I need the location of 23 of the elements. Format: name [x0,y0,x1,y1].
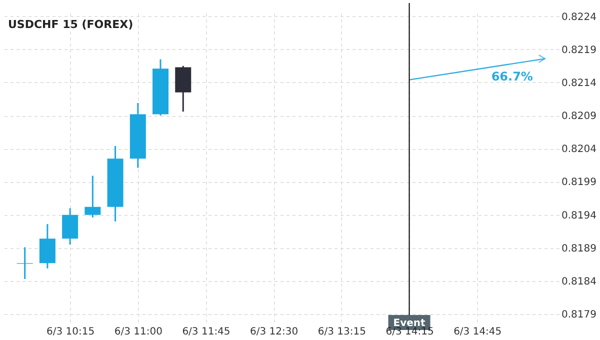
x-tick-label: 6/3 14:45 [454,326,502,338]
ref-line-label: Event [393,318,426,329]
y-tick-label: 0.8199 [562,177,596,188]
y-tick-label: 0.8184 [562,276,596,288]
candlestick [16,246,33,280]
y-tick-label: 0.8204 [562,144,596,156]
x-tick-label: 6/3 11:45 [182,326,230,338]
text: USDCHF 15 (FOREX) [8,18,134,31]
annotation: 66.7% [491,70,533,84]
y-tick-label: 0.8189 [562,243,596,254]
x-tick-label: 6/3 13:15 [318,326,366,338]
y-tick-label: 0.8209 [562,111,596,122]
y-tick-label: 0.8194 [562,210,596,222]
x-tick-label: 6/3 14:15 [386,326,434,338]
x-tick-label: 6/3 10:15 [46,326,95,338]
y-tick-label: 0.8179 [562,310,596,321]
y-tick-label: 0.8219 [562,44,596,56]
x-tick-label: 6/3 11:00 [114,326,162,338]
y-tick-label: 0.8224 [562,12,596,23]
y-tick-label: 0.8214 [562,78,596,89]
x-tick-label: 6/3 12:30 [250,326,298,338]
candlestick [84,175,101,218]
candlestick [62,207,78,246]
